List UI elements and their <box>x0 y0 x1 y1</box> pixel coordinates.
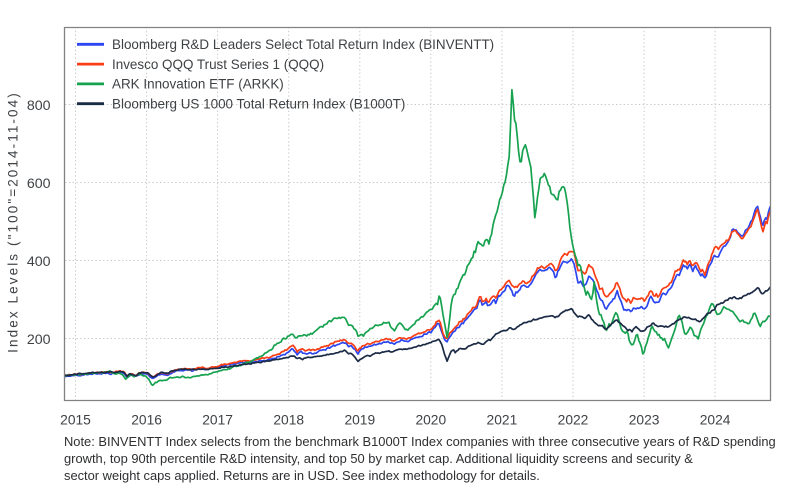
svg-text:2019: 2019 <box>344 413 375 428</box>
svg-text:Bloomberg US 1000 Total Return: Bloomberg US 1000 Total Return Index (B1… <box>112 97 405 112</box>
svg-text:2024: 2024 <box>700 413 731 428</box>
svg-text:400: 400 <box>27 254 51 270</box>
svg-text:2022: 2022 <box>558 413 589 428</box>
svg-text:800: 800 <box>27 98 51 114</box>
svg-text:2021: 2021 <box>487 413 518 428</box>
svg-text:Invesco QQQ Trust Series 1 (QQ: Invesco QQQ Trust Series 1 (QQQ) <box>112 57 324 72</box>
svg-text:Bloomberg R&D Leaders Select T: Bloomberg R&D Leaders Select Total Retur… <box>112 37 494 52</box>
svg-text:2016: 2016 <box>131 413 162 428</box>
svg-text:2015: 2015 <box>60 413 91 428</box>
svg-text:2020: 2020 <box>415 413 446 428</box>
svg-text:2023: 2023 <box>629 413 660 428</box>
svg-text:600: 600 <box>27 176 51 192</box>
svg-text:200: 200 <box>27 332 51 348</box>
svg-text:Index Levels ("100"=2014-11-04: Index Levels ("100"=2014-11-04) <box>6 91 21 353</box>
svg-text:2018: 2018 <box>273 413 304 428</box>
svg-text:2017: 2017 <box>202 413 233 428</box>
svg-text:ARK Innovation ETF (ARKK): ARK Innovation ETF (ARKK) <box>112 77 284 92</box>
